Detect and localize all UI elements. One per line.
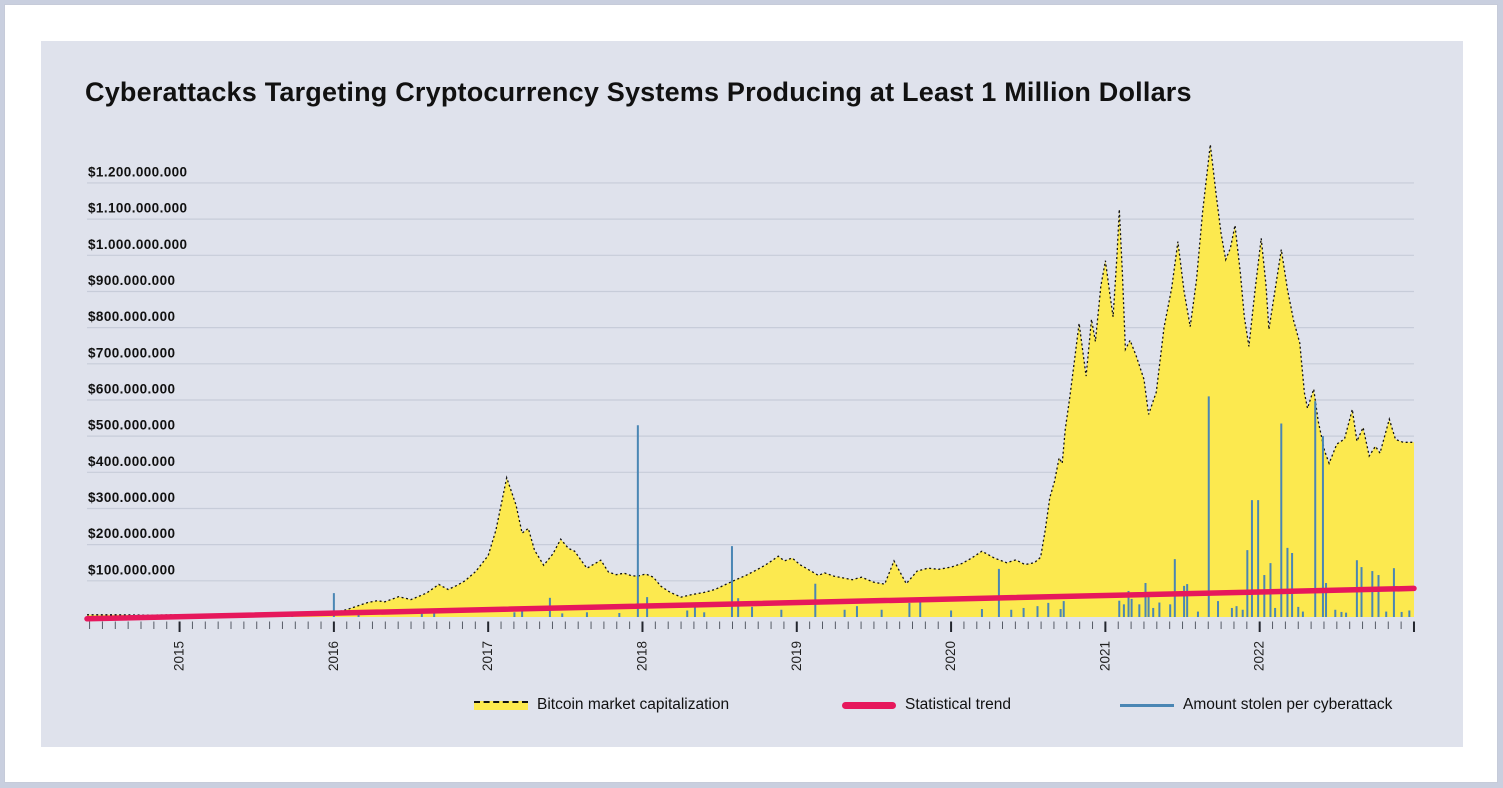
svg-text:$900.000.000: $900.000.000 <box>88 273 175 288</box>
chart-legend: Bitcoin market capitalization Statistica… <box>41 696 1463 736</box>
chart-panel: Cyberattacks Targeting Cryptocurrency Sy… <box>41 41 1463 747</box>
svg-text:2019: 2019 <box>789 641 804 671</box>
area-swatch-icon <box>474 700 528 710</box>
svg-text:2022: 2022 <box>1252 641 1267 671</box>
legend-item-stolen: Amount stolen per cyberattack <box>1120 696 1392 714</box>
chart-title: Cyberattacks Targeting Cryptocurrency Sy… <box>85 77 1192 107</box>
svg-text:$1.200.000.000: $1.200.000.000 <box>88 164 187 179</box>
chart-card: Cyberattacks Targeting Cryptocurrency Sy… <box>4 4 1498 783</box>
svg-text:$600.000.000: $600.000.000 <box>88 381 175 396</box>
svg-text:$800.000.000: $800.000.000 <box>88 309 175 324</box>
svg-text:2021: 2021 <box>1097 641 1112 671</box>
chart-area: $1.200.000.000 $1.100.000.000 $1.000.000.0… <box>83 133 1428 689</box>
svg-text:2016: 2016 <box>326 641 341 671</box>
trend-line-swatch-icon <box>842 701 896 709</box>
bar-swatch-icon <box>1120 703 1174 707</box>
chart-canvas: $1.200.000.000 $1.100.000.000 $1.000.000.0… <box>84 144 1417 671</box>
svg-text:$200.000.000: $200.000.000 <box>88 526 175 541</box>
svg-text:$400.000.000: $400.000.000 <box>88 454 175 469</box>
legend-item-trend: Statistical trend <box>842 696 1011 714</box>
svg-text:2015: 2015 <box>172 641 187 671</box>
svg-text:$100.000.000: $100.000.000 <box>88 562 175 577</box>
svg-text:$700.000.000: $700.000.000 <box>88 345 175 360</box>
svg-text:$1.100.000.000: $1.100.000.000 <box>88 201 187 216</box>
legend-label-market-cap: Bitcoin market capitalization <box>537 696 730 713</box>
legend-label-trend: Statistical trend <box>905 696 1011 713</box>
svg-text:2018: 2018 <box>634 641 649 671</box>
svg-text:2017: 2017 <box>480 641 495 671</box>
svg-text:$300.000.000: $300.000.000 <box>88 490 175 505</box>
svg-text:2020: 2020 <box>943 641 958 671</box>
svg-text:$500.000.000: $500.000.000 <box>88 418 175 433</box>
svg-text:$1.000.000.000: $1.000.000.000 <box>88 237 187 252</box>
legend-label-stolen: Amount stolen per cyberattack <box>1183 696 1393 713</box>
legend-item-market-cap: Bitcoin market capitalization <box>474 696 729 714</box>
